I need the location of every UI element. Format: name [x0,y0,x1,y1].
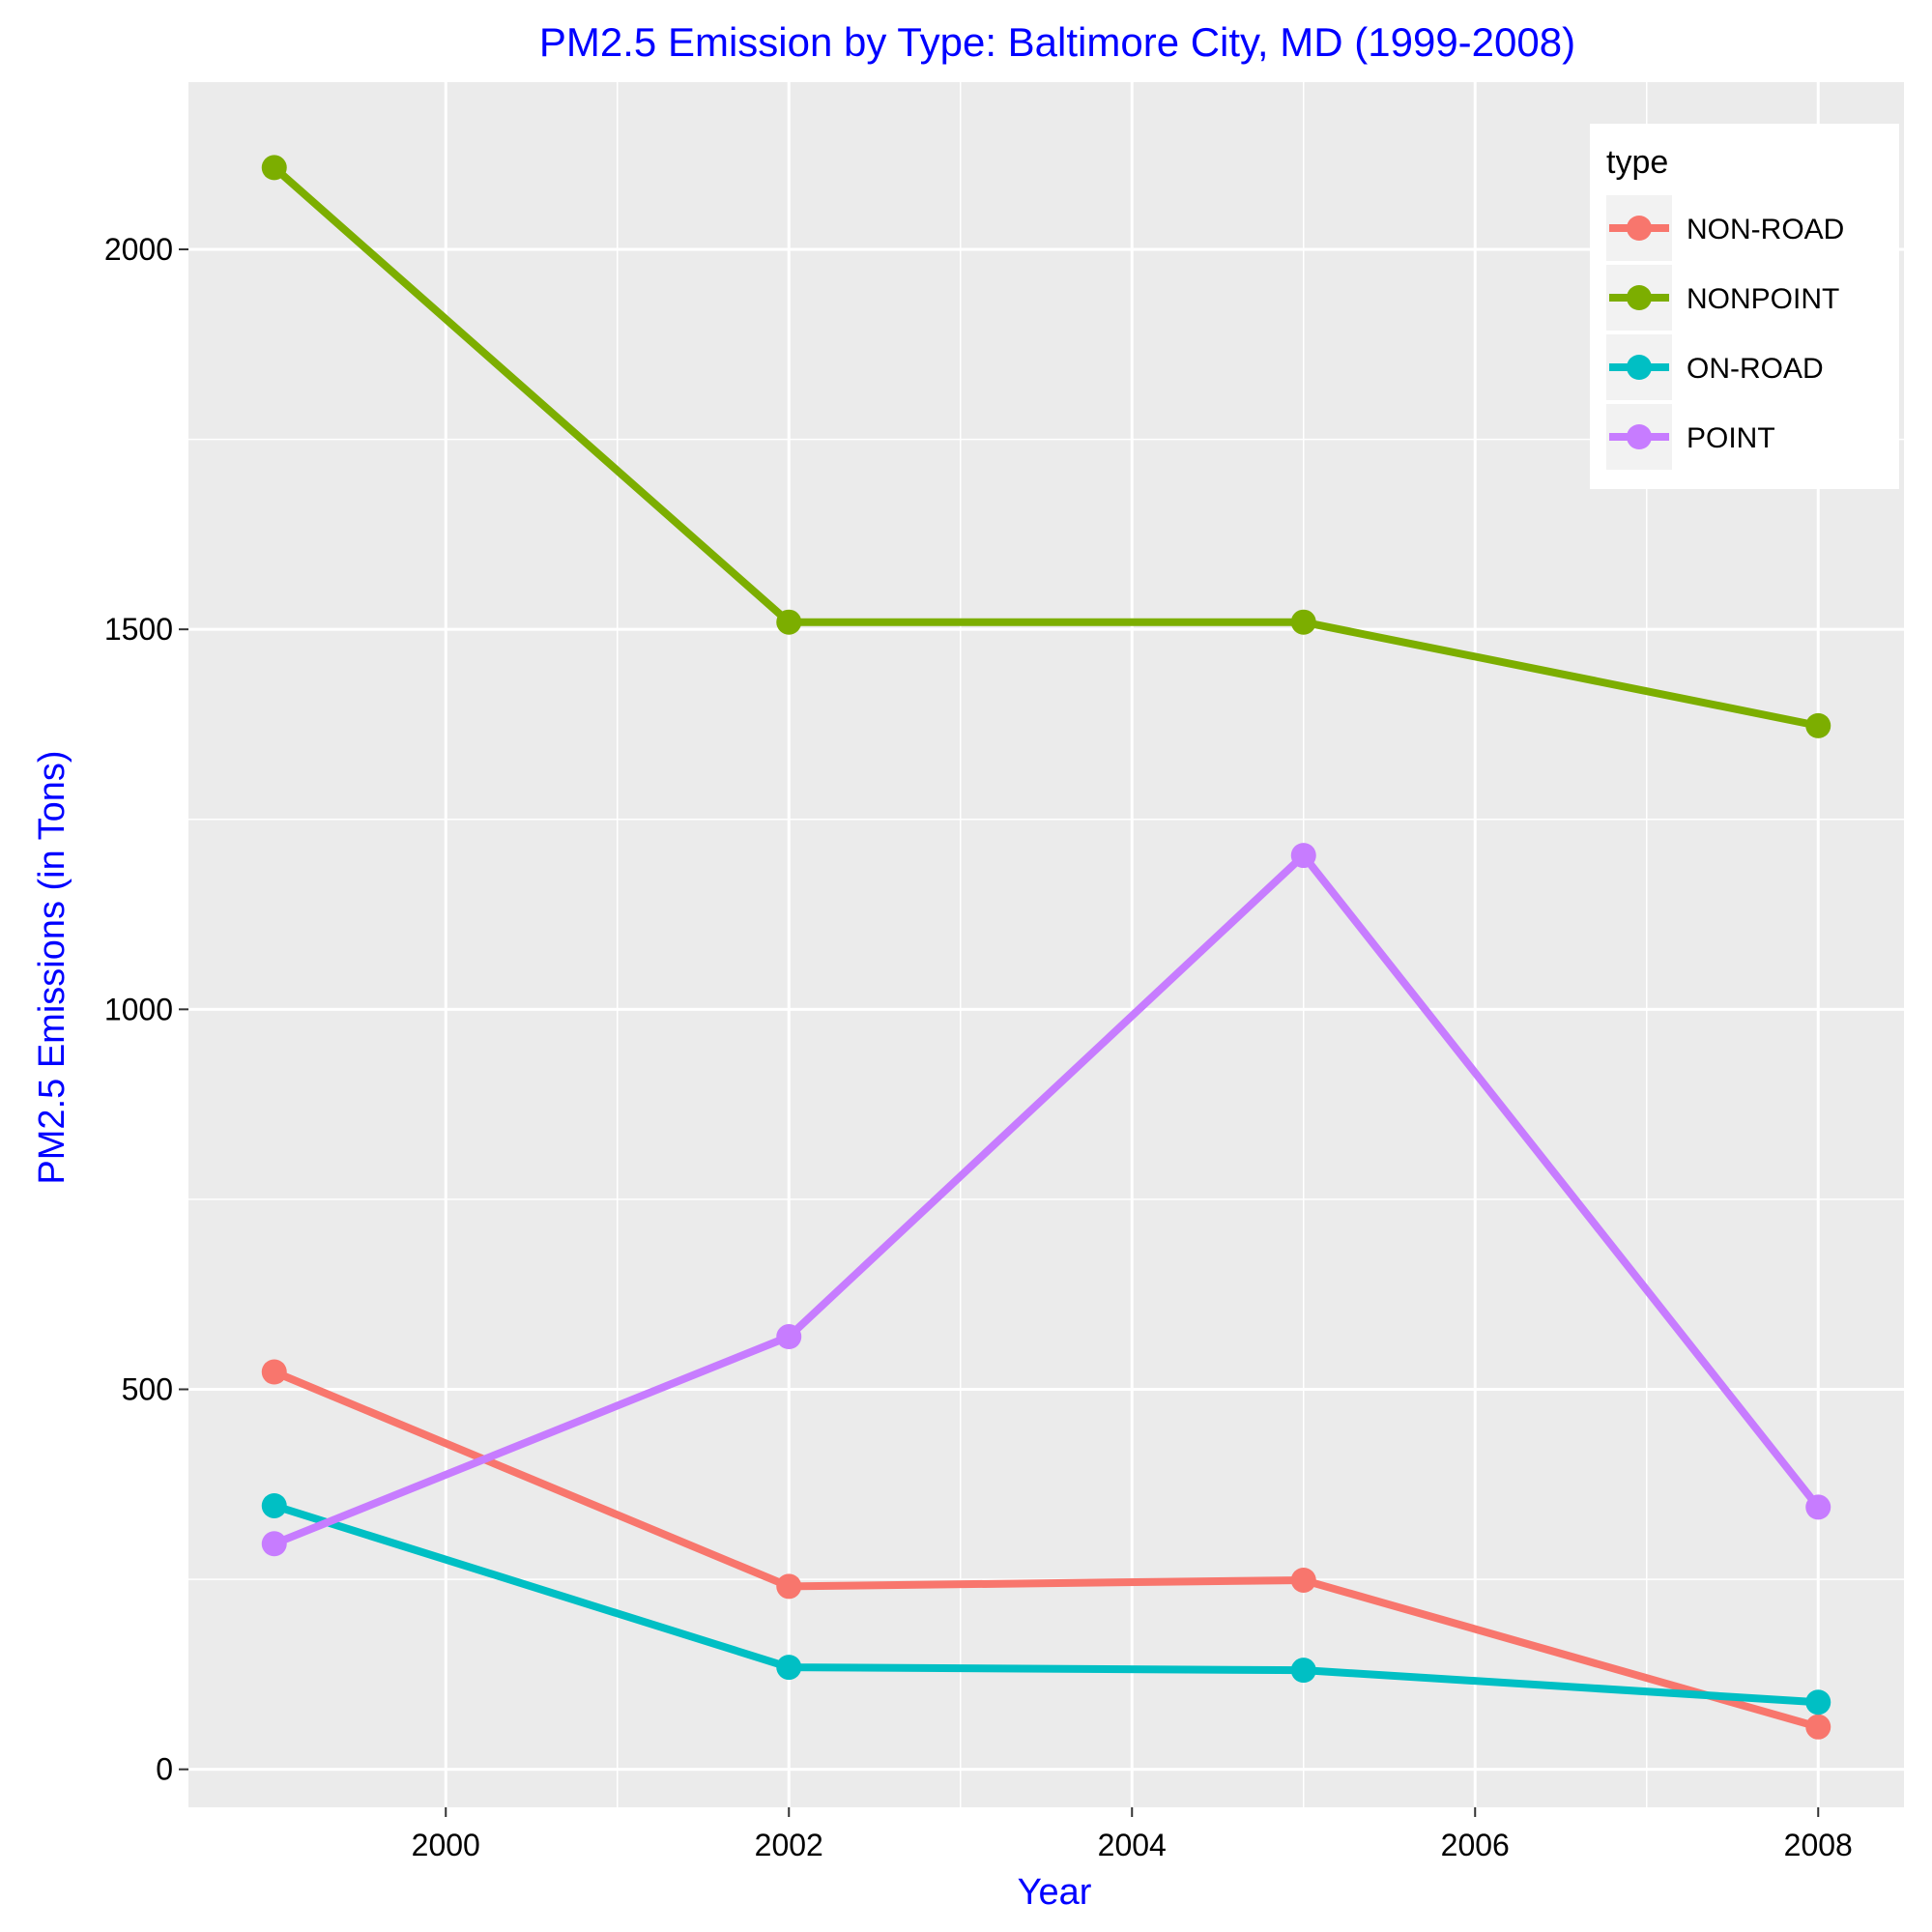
y-tick-label: 500 [122,1372,173,1407]
data-point-point [776,1324,802,1350]
series-lines [272,164,1822,1731]
legend-key-point [1627,355,1652,380]
data-point-point [1805,1494,1831,1520]
y-axis-title: PM2.5 Emissions (in Tons) [32,750,72,1184]
y-tick-label: 1000 [104,992,173,1026]
data-point-nonpoint [776,609,802,635]
data-point-nonpoint [261,155,287,181]
chart-title: PM2.5 Emission by Type: Baltimore City, … [539,19,1575,65]
data-point-on-road [1805,1689,1831,1716]
legend-label-on-road: ON-ROAD [1687,353,1824,385]
y-tick-label: 0 [156,1752,173,1787]
y-tick-label: 1500 [104,612,173,647]
legend-label-non-road: NON-ROAD [1687,214,1844,245]
legend-item-on-road: ON-ROAD [1606,334,1824,400]
legend-label-nonpoint: NONPOINT [1687,283,1839,315]
data-point-point [261,1531,287,1557]
legend: type NON-ROAD NONPOINT ON-ROAD POINT [1590,124,1899,489]
series-line-nonpoint [272,164,1820,730]
data-point-on-road [261,1492,287,1518]
legend-key-point [1627,424,1652,449]
x-tick-label: 2008 [1784,1828,1853,1862]
x-axis-title: Year [1018,1872,1092,1913]
major-gridlines [188,82,1904,1807]
series-line-point [273,851,1822,1548]
series-line-on-road [273,1502,1819,1707]
y-tick-label: 2000 [104,232,173,267]
legend-title: type [1606,144,1668,181]
legend-item-nonpoint: NONPOINT [1606,265,1839,331]
x-tick-label: 2000 [412,1828,480,1862]
data-point-nonpoint [1805,712,1831,738]
x-tick-label: 2004 [1098,1828,1167,1862]
series-line-non-road [273,1368,1820,1731]
y-axis-ticks: 0 500 1000 1500 2000 [104,232,188,1787]
data-point-non-road [1290,1567,1316,1593]
legend-items: NON-ROAD NONPOINT ON-ROAD POINT [1606,195,1844,470]
data-point-non-road [1805,1714,1831,1740]
data-point-on-road [1290,1658,1316,1684]
data-point-on-road [776,1655,802,1681]
legend-label-point: POINT [1687,422,1775,454]
legend-item-point: POINT [1606,404,1775,470]
data-point-nonpoint [1290,609,1316,635]
legend-key-point [1627,216,1652,241]
legend-item-non-road: NON-ROAD [1606,195,1844,261]
series-points [261,155,1831,1740]
x-tick-label: 2006 [1441,1828,1510,1862]
data-point-non-road [261,1359,287,1385]
x-axis-ticks: 2000 2002 2004 2006 2008 [412,1807,1853,1862]
data-point-non-road [776,1573,802,1600]
x-tick-label: 2002 [755,1828,823,1862]
legend-key-point [1627,285,1652,310]
data-point-point [1290,843,1316,869]
